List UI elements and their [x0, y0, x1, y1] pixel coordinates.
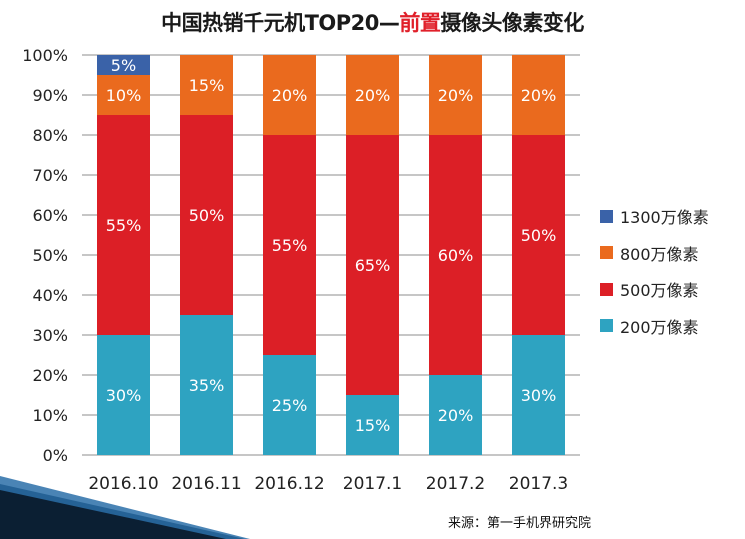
- legend-label: 800万像素: [620, 244, 699, 264]
- legend-label: 200万像素: [620, 317, 699, 337]
- data-label: 20%: [521, 86, 557, 105]
- y-tick-label: 10%: [32, 406, 68, 425]
- data-label: 10%: [106, 86, 142, 105]
- source-note: 来源：第一手机界研究院: [448, 516, 592, 531]
- bar-segment: [180, 315, 233, 455]
- data-label: 5%: [111, 56, 136, 75]
- corner-decoration: [0, 476, 250, 539]
- y-tick-label: 80%: [32, 126, 68, 145]
- bar-segment: [429, 55, 482, 135]
- x-tick-label: 2017.2: [426, 474, 485, 494]
- data-label: 55%: [106, 216, 142, 235]
- legend-swatch: [600, 319, 613, 333]
- legend-label: 1300万像素: [620, 208, 709, 228]
- bar-segment: [429, 375, 482, 455]
- y-tick-label: 100%: [22, 46, 68, 65]
- y-tick-label: 20%: [32, 366, 68, 385]
- data-label: 60%: [438, 246, 474, 265]
- y-tick-label: 90%: [32, 86, 68, 105]
- title-prefix: 中国热销千元机TOP20—: [161, 11, 400, 35]
- legend-swatch: [600, 282, 613, 296]
- legend-item: 800万像素: [600, 235, 740, 272]
- data-label: 35%: [189, 376, 225, 395]
- data-label: 55%: [272, 236, 308, 255]
- x-tick-label: 2017.1: [343, 474, 402, 494]
- chart-legend: 1300万像素 800万像素 500万像素 200万像素: [600, 198, 740, 344]
- data-label: 30%: [106, 386, 142, 405]
- data-label: 30%: [521, 386, 557, 405]
- y-tick-label: 60%: [32, 206, 68, 225]
- data-label: 50%: [521, 226, 557, 245]
- legend-item: 1300万像素: [600, 198, 740, 235]
- data-label: 15%: [355, 416, 391, 435]
- legend-label: 500万像素: [620, 281, 699, 301]
- y-tick-label: 40%: [32, 286, 68, 305]
- bar-segment: [512, 55, 565, 135]
- bar-segment: [180, 115, 233, 315]
- bar-segment: [263, 355, 316, 455]
- x-tick-label: 2016.12: [254, 474, 324, 494]
- bar-segment: [512, 135, 565, 335]
- bar-segment: [97, 55, 150, 75]
- chart-title: 中国热销千元机TOP20—前置摄像头像素变化: [0, 6, 745, 40]
- x-tick-label: 2016.10: [88, 474, 158, 494]
- y-tick-label: 50%: [32, 246, 68, 265]
- bar-segment: [346, 395, 399, 455]
- data-label: 25%: [272, 396, 308, 415]
- x-tick-label: 2016.11: [171, 474, 241, 494]
- y-tick-label: 70%: [32, 166, 68, 185]
- legend-item: 500万像素: [600, 271, 740, 308]
- data-label: 65%: [355, 256, 391, 275]
- data-label: 20%: [355, 86, 391, 105]
- y-tick-label: 30%: [32, 326, 68, 345]
- bar-segment: [97, 75, 150, 115]
- bar-segment: [346, 55, 399, 135]
- bar-segment: [263, 55, 316, 135]
- x-tick-label: 2017.3: [509, 474, 568, 494]
- data-label: 20%: [438, 86, 474, 105]
- data-label: 20%: [438, 406, 474, 425]
- title-highlight: 前置: [399, 11, 441, 35]
- bar-segment: [263, 135, 316, 355]
- bar-segment: [180, 55, 233, 115]
- data-label: 50%: [189, 206, 225, 225]
- legend-swatch: [600, 246, 613, 260]
- stacked-bar-chart: 0% 10% 20% 30% 40% 50% 60% 70% 80% 90% 100% 30% 55% 1…: [22, 46, 580, 494]
- bar-segment: [512, 335, 565, 455]
- bar-segment: [346, 135, 399, 395]
- y-tick-label: 0%: [43, 446, 68, 465]
- bar-segment: [97, 335, 150, 455]
- legend-item: 200万像素: [600, 308, 740, 345]
- title-suffix: 摄像头像素变化: [440, 11, 584, 35]
- legend-swatch: [600, 209, 613, 223]
- data-label: 15%: [189, 76, 225, 95]
- data-label: 20%: [272, 86, 308, 105]
- bar-segment: [97, 115, 150, 335]
- bar-segment: [429, 135, 482, 375]
